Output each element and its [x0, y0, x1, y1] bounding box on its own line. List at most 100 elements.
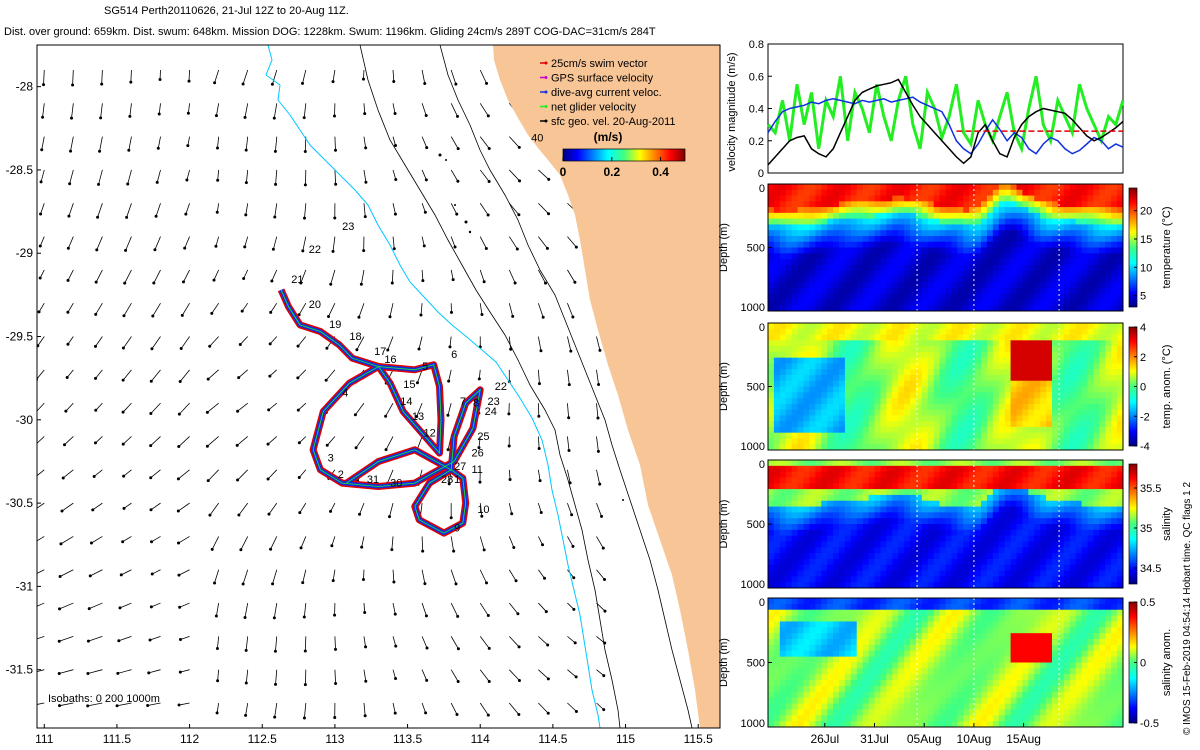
- current-arrow: [299, 269, 307, 285]
- current-arrow: [215, 136, 220, 150]
- current-arrow: [37, 702, 45, 705]
- current-arrow: [266, 436, 278, 446]
- current-arrow: [384, 436, 394, 452]
- current-arrow: [392, 136, 398, 148]
- track-label: 6: [451, 349, 457, 361]
- current-vector-field: [37, 69, 607, 720]
- current-arrow: [269, 536, 278, 551]
- current-arrow: [479, 103, 490, 118]
- current-arrow: [208, 502, 219, 517]
- current-arrow: [450, 702, 459, 716]
- current-arrow: [302, 603, 307, 619]
- current-arrow: [479, 503, 484, 518]
- track-label: 20: [309, 299, 321, 311]
- map-y-tick-label: -30.5: [6, 496, 34, 510]
- current-arrow: [331, 69, 336, 84]
- track-label: 11: [472, 464, 483, 476]
- current-arrow: [183, 236, 190, 250]
- current-arrow: [153, 236, 161, 252]
- current-arrow: [508, 336, 513, 351]
- current-arrow: [538, 702, 550, 715]
- figure-subtitle: Dist. over ground: 659km. Dist. swum: 64…: [4, 26, 656, 38]
- current-arrow: [40, 136, 45, 152]
- current-arrow: [38, 236, 45, 248]
- current-arrow: [392, 702, 397, 715]
- track-label: 26: [472, 447, 484, 459]
- current-arrow: [273, 136, 278, 153]
- current-arrow: [237, 502, 249, 517]
- track-label: 19: [329, 319, 341, 331]
- current-arrow: [66, 303, 74, 314]
- current-arrow: [537, 469, 542, 483]
- current-arrow: [88, 569, 103, 578]
- current-arrow: [57, 669, 74, 675]
- current-arrow: [149, 469, 161, 480]
- current-arrow: [596, 536, 605, 550]
- current-arrow: [150, 336, 161, 351]
- current-arrow: [479, 203, 490, 217]
- current-arrow: [94, 402, 103, 412]
- current-arrow: [392, 669, 398, 680]
- current-arrow: [333, 103, 337, 118]
- current-arrow: [596, 469, 602, 486]
- current-arrow: [68, 169, 74, 186]
- current-arrow: [363, 169, 368, 184]
- current-arrow: [479, 669, 491, 684]
- current-arrow: [357, 303, 365, 319]
- current-arrow: [537, 536, 545, 547]
- section-colorbar-label: salinity: [1161, 507, 1173, 541]
- current-arrow: [421, 269, 425, 283]
- section-colorbar-tick-label: 35.5: [1140, 483, 1161, 495]
- current-arrow: [508, 303, 515, 318]
- current-arrow: [479, 236, 488, 250]
- legend-entry-label: sfc geo. vel. 20-Aug-2011: [551, 116, 676, 128]
- section-colorbar-tick-label: 0: [1140, 382, 1146, 394]
- section-y-tick-label: 0: [759, 322, 765, 334]
- current-arrow: [214, 103, 220, 118]
- current-arrow: [94, 269, 103, 284]
- track-label: 16: [384, 354, 396, 366]
- map-colorbar-tick-label: 0.4: [652, 165, 669, 179]
- current-arrow: [477, 436, 481, 450]
- track-label: 23: [342, 221, 354, 233]
- current-arrow: [210, 302, 219, 315]
- current-arrow: [363, 669, 368, 683]
- track-label: 24: [485, 406, 497, 418]
- current-arrow: [449, 303, 453, 314]
- current-arrow: [303, 169, 307, 187]
- current-arrow: [242, 269, 249, 280]
- current-arrow: [38, 269, 45, 280]
- current-arrow: [59, 536, 74, 546]
- current-arrow: [58, 569, 74, 578]
- current-arrow: [63, 436, 74, 447]
- map-x-tick-label: 114: [471, 732, 490, 746]
- current-arrow: [479, 69, 489, 85]
- track-label: 27: [454, 461, 466, 473]
- track-label: 7: [460, 396, 466, 408]
- glider-track: [277, 288, 484, 537]
- current-arrow: [97, 169, 103, 186]
- legend-entry: net glider velocity: [540, 102, 636, 114]
- current-arrow: [129, 69, 133, 84]
- current-arrow: [508, 536, 516, 550]
- current-arrow: [296, 402, 307, 412]
- current-arrow: [301, 236, 307, 253]
- track-label: 15: [403, 379, 415, 391]
- current-arrow: [152, 269, 161, 285]
- current-arrow: [421, 702, 428, 715]
- current-arrow: [186, 103, 190, 115]
- current-arrow: [147, 669, 161, 675]
- track-label: 22: [495, 381, 507, 393]
- section-y-tick-label: 500: [747, 658, 765, 670]
- isobaths-label: Isobaths: 0 200 1000m: [48, 693, 160, 705]
- current-arrow: [65, 369, 74, 379]
- track-label: 2: [338, 469, 344, 481]
- map-colorbar-tick-label: 0: [560, 165, 567, 179]
- current-arrow: [238, 336, 249, 346]
- section-x-tick-label: 05Aug: [907, 732, 942, 746]
- section-colorbar-tick-label: 0.5: [1140, 597, 1155, 609]
- current-arrow: [93, 436, 103, 445]
- current-arrow: [146, 702, 161, 707]
- track-label: 18: [349, 331, 361, 343]
